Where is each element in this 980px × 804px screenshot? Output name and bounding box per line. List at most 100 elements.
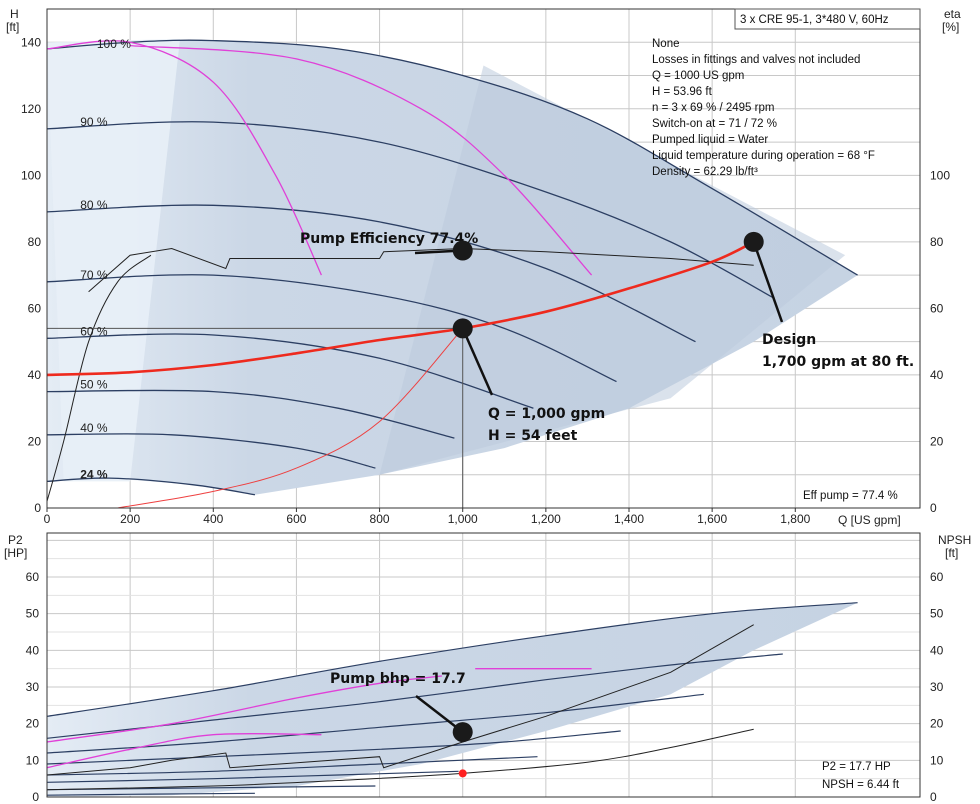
power-y-tick-label: 0 [32,790,39,804]
pump-efficiency-curve [88,247,754,293]
design-annotation-title: Design [762,332,816,348]
design-annotation-value: 1,700 gpm at 80 ft. [762,354,914,370]
speed-curve [47,333,534,409]
head-chart-labels: H [ft] eta [%] Q [US gpm] 3 x CRE 95-1, … [6,7,961,527]
p2-speed-curve [47,770,459,783]
efficiency-y-tick-label: 0 [930,501,937,515]
efficiency-y-tick-label: 20 [930,434,944,448]
power-y-tick-label: 30 [26,680,40,694]
power-y-tick-label: 60 [26,570,40,584]
model-title: 3 x CRE 95-1, 3*480 V, 60Hz [740,14,889,26]
p2-speed-curve [47,792,255,796]
power-y-tick-label: 50 [26,607,40,621]
head-curves [47,39,858,508]
x-tick-label: 1,800 [780,512,810,526]
head-y-tick-label: 140 [21,35,41,49]
iso-efficiency-curve [130,44,593,276]
p2-speed-curve [47,756,538,776]
info-line: H = 53.96 ft [652,86,713,98]
speed-curve-label: 24 % [80,467,108,481]
power-y-unit: [HP] [4,546,27,560]
npsh-y-label: NPSH [938,533,971,547]
head-y-tick-label: 60 [28,301,42,315]
speed-curve-label: 100 % [97,37,131,51]
pump-bhp-annotation: Pump bhp = 17.7 [330,671,466,687]
head-y-label: H [10,7,19,21]
hydraulic-line [117,328,464,508]
power-y-label: P2 [8,533,23,547]
annotation-leader-line [461,327,494,396]
efficiency-y-tick-label: 60 [930,301,944,315]
speed-curve-label: 50 % [80,378,108,392]
head-y-tick-label: 100 [21,168,41,182]
efficiency-y-label: eta [944,7,961,21]
head-y-unit: [ft] [6,20,19,34]
power-plot-frame [46,532,921,798]
pump-efficiency-marker [452,240,473,261]
efficiency-y-unit: [%] [942,20,959,34]
pump-p2-curve [47,624,754,776]
eff-pump-footer: Eff pump = 77.4 % [803,490,898,502]
info-line: Losses in fittings and valves not includ… [652,54,860,66]
efficiency-y-tick-label: 40 [930,368,944,382]
speed-curve [47,204,696,343]
x-tick-label: 600 [286,512,306,526]
p2-speed-curve [47,693,704,754]
speed-curve-label: 80 % [80,198,108,212]
speed-curve [47,477,256,496]
info-line: Switch-on at = 71 / 72 % [652,118,777,130]
power-operating-region [47,602,858,797]
info-line: Liquid temperature during operation = 68… [652,150,875,162]
info-line: Pumped liquid = Water [652,134,768,146]
duty-info-block: None Losses in fittings and valves not i… [652,38,875,178]
x-tick-label: 200 [120,512,140,526]
head-y-tick-label: 0 [34,501,41,515]
speed-curve-label: 60 % [80,324,108,338]
head-y-tick-label: 40 [28,368,42,382]
info-line: n = 3 x 69 % / 2495 rpm [652,102,774,114]
power-y-tick-label: 10 [26,753,40,767]
info-line: None [652,38,680,50]
npsh-curve [47,728,754,791]
speed-curve [47,433,376,469]
iso-efficiency-curve [47,675,442,743]
info-line: Density = 62.29 lb/ft³ [652,166,758,178]
power-point-marker [452,722,473,743]
min-flow-curve [47,254,152,502]
npsh-y-tick-label: 50 [930,607,944,621]
pump-efficiency-annotation: Pump Efficiency 77.4% [300,231,478,247]
npsh-y-tick-label: 20 [930,717,944,731]
system-curve [47,240,755,377]
x-tick-label: 1,600 [697,512,727,526]
efficiency-y-tick-label: 100 [930,168,950,182]
power-region-fill [47,602,858,797]
head-y-tick-label: 20 [28,434,42,448]
operating-point-marker [452,318,473,339]
x-tick-label: 800 [370,512,390,526]
info-line: Q = 1000 US gpm [652,70,744,82]
npsh-point-marker [458,769,467,778]
power-chart-axes: 0 10 20 30 40 50 60 0 10 20 30 40 50 60 [26,532,944,804]
speed-curve [47,39,858,276]
annotation-leader-line [752,241,784,323]
speed-curve [47,274,617,383]
x-tick-label: 0 [44,512,51,526]
operating-point-annotation-flow: Q = 1,000 gpm [488,406,605,422]
npsh-y-tick-label: 40 [930,643,944,657]
p2-speed-curve [47,602,858,717]
x-tick-label: 1,200 [531,512,561,526]
head-plot-frame [46,8,921,509]
head-y-tick-label: 120 [21,102,41,116]
p2-speed-curve [47,653,783,739]
iso-efficiency-curve [47,40,322,276]
power-y-tick-label: 40 [26,643,40,657]
speed-curve [47,121,775,299]
power-curves [47,602,858,796]
npsh-footer: NPSH = 6.44 ft [822,779,900,791]
flow-x-label: Q [US gpm] [838,513,901,527]
x-tick-label: 1,000 [448,512,478,526]
head-chart-axes: 100 %90 %80 %70 %60 %50 %40 %24 %0 200 400… [21,8,950,526]
iso-efficiency-curve [47,732,322,769]
power-y-tick-label: 20 [26,717,40,731]
npsh-y-tick-label: 60 [930,570,944,584]
